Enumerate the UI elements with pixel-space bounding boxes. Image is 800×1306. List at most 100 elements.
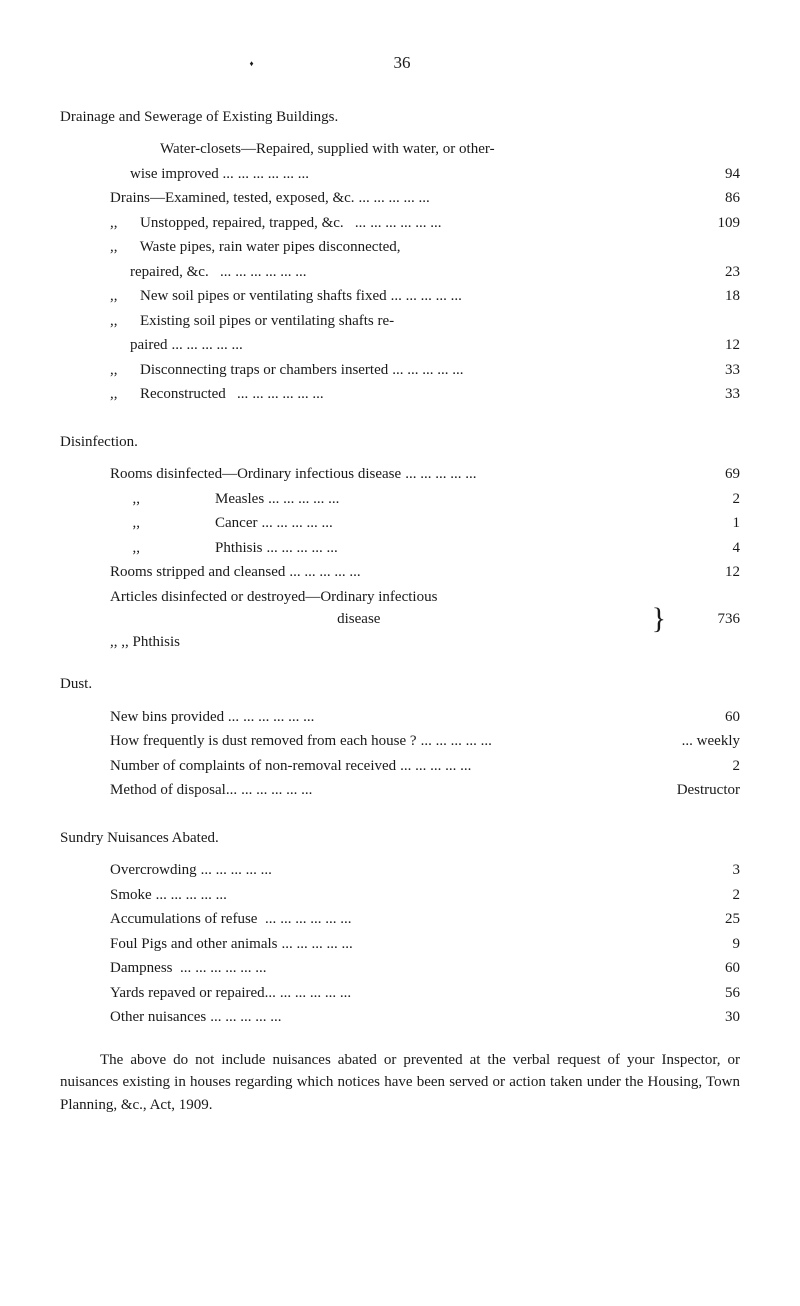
closing-paragraph: The above do not include nuisances abate… bbox=[60, 1049, 740, 1117]
data-row: ,, Existing soil pipes or ventilating sh… bbox=[60, 310, 740, 333]
row-dots: ... ... ... ... ... bbox=[206, 1006, 670, 1029]
row-dots: ... ... ... ... ... bbox=[234, 163, 670, 186]
row-label: ,, Reconstructed ... bbox=[110, 383, 248, 406]
row-label: Rooms stripped and cleansed bbox=[110, 561, 285, 584]
data-row: Rooms disinfected—Ordinary infectious di… bbox=[60, 463, 740, 486]
row-label: repaired, &c. ... bbox=[130, 261, 231, 284]
row-value: 109 bbox=[670, 212, 740, 235]
data-row: ,, Waste pipes, rain water pipes disconn… bbox=[60, 236, 740, 259]
disinfection-heading: Disinfection. bbox=[60, 431, 740, 454]
drainage-intro: Water-closets—Repaired, supplied with wa… bbox=[60, 138, 740, 161]
row-value: 60 bbox=[670, 706, 740, 729]
drainage-heading: Drainage and Sewerage of Existing Buildi… bbox=[60, 106, 740, 129]
row-dots: ... ... ... ... ... bbox=[276, 982, 670, 1005]
row-label: Dampness ... bbox=[110, 957, 191, 980]
data-row: Drains—Examined, tested, exposed, &c....… bbox=[60, 187, 740, 210]
row-label: ,, Unstopped, repaired, trapped, &c. ... bbox=[110, 212, 366, 235]
drainage-rows: wise improved ...... ... ... ... ...94Dr… bbox=[60, 163, 740, 406]
row-value: 60 bbox=[670, 957, 740, 980]
row-value: 1 bbox=[670, 512, 740, 535]
row-dots: ... ... ... ... ... bbox=[387, 285, 670, 308]
row-label: ,, Existing soil pipes or ventilating sh… bbox=[110, 310, 394, 333]
row-value: 86 bbox=[670, 187, 740, 210]
row-value: 33 bbox=[670, 383, 740, 406]
data-row: Other nuisances... ... ... ... ...30 bbox=[60, 1006, 740, 1029]
data-row: Rooms stripped and cleansed... ... ... .… bbox=[60, 561, 740, 584]
row-dots: ... ... ... ... ... bbox=[278, 933, 671, 956]
data-row: Yards repaved or repaired...... ... ... … bbox=[60, 982, 740, 1005]
row-dots: ... ... ... ... ... bbox=[417, 730, 670, 753]
disinfection-brace: Articles disinfected or destroyed—Ordina… bbox=[60, 586, 740, 654]
row-value: 2 bbox=[670, 488, 740, 511]
brace-line1: Articles disinfected or destroyed—Ordina… bbox=[110, 586, 648, 609]
data-row: ,, Measles... ... ... ... ...2 bbox=[60, 488, 740, 511]
row-value: 4 bbox=[670, 537, 740, 560]
row-dots: ... ... ... ... ... bbox=[239, 706, 670, 729]
row-label: wise improved ... bbox=[130, 163, 234, 186]
disinfection-rows: Rooms disinfected—Ordinary infectious di… bbox=[60, 463, 740, 584]
row-dots: ... ... ... ... ... bbox=[388, 359, 670, 382]
row-value: 2 bbox=[670, 755, 740, 778]
row-value: 56 bbox=[670, 982, 740, 1005]
row-label: Other nuisances bbox=[110, 1006, 206, 1029]
row-label: Rooms disinfected—Ordinary infectious di… bbox=[110, 463, 401, 486]
row-value: 30 bbox=[670, 1006, 740, 1029]
data-row: Overcrowding... ... ... ... ...3 bbox=[60, 859, 740, 882]
data-row: Dampness ...... ... ... ... ...60 bbox=[60, 957, 740, 980]
row-value: 12 bbox=[670, 561, 740, 584]
row-label: Yards repaved or repaired... bbox=[110, 982, 276, 1005]
row-value: 2 bbox=[670, 884, 740, 907]
row-label: ,, Phthisis bbox=[110, 537, 263, 560]
row-dots: ... ... ... ... ... bbox=[276, 908, 670, 931]
row-label: paired bbox=[130, 334, 167, 357]
row-dots: ... ... ... ... ... bbox=[167, 334, 670, 357]
row-value: 12 bbox=[670, 334, 740, 357]
row-dots: ... ... ... ... ... bbox=[248, 383, 670, 406]
data-row: repaired, &c. ...... ... ... ... ...23 bbox=[60, 261, 740, 284]
data-row: How frequently is dust removed from each… bbox=[60, 730, 740, 753]
row-label: Foul Pigs and other animals bbox=[110, 933, 278, 956]
row-value: 69 bbox=[670, 463, 740, 486]
row-dots: ... ... ... ... ... bbox=[231, 261, 670, 284]
row-value: 25 bbox=[670, 908, 740, 931]
dust-heading: Dust. bbox=[60, 673, 740, 696]
row-dots: ... ... ... ... ... bbox=[366, 212, 670, 235]
row-label: Drains—Examined, tested, exposed, &c. bbox=[110, 187, 355, 210]
data-row: Foul Pigs and other animals... ... ... .… bbox=[60, 933, 740, 956]
data-row: ,, Disconnecting traps or chambers inser… bbox=[60, 359, 740, 382]
brace-icon: } bbox=[648, 604, 670, 634]
row-label: ,, Waste pipes, rain water pipes disconn… bbox=[110, 236, 401, 259]
row-value: 9 bbox=[670, 933, 740, 956]
data-row: Smoke... ... ... ... ...2 bbox=[60, 884, 740, 907]
nuisances-heading: Sundry Nuisances Abated. bbox=[60, 827, 740, 850]
data-row: Method of disposal...... ... ... ... ...… bbox=[60, 779, 740, 802]
row-label: ,, Cancer bbox=[110, 512, 257, 535]
row-dots: ... ... ... ... ... bbox=[396, 755, 670, 778]
row-dots: ... ... ... ... ... bbox=[355, 187, 670, 210]
row-dots: ... ... ... ... ... bbox=[264, 488, 670, 511]
data-row: ,, New soil pipes or ventilating shafts … bbox=[60, 285, 740, 308]
dust-rows: New bins provided ...... ... ... ... ...… bbox=[60, 706, 740, 802]
row-dots: ... ... ... ... ... bbox=[237, 779, 667, 802]
row-dots: ... ... ... ... ... bbox=[401, 463, 670, 486]
data-row: Number of complaints of non-removal rece… bbox=[60, 755, 740, 778]
data-row: New bins provided ...... ... ... ... ...… bbox=[60, 706, 740, 729]
data-row: ,, Unstopped, repaired, trapped, &c. ...… bbox=[60, 212, 740, 235]
row-label: How frequently is dust removed from each… bbox=[110, 730, 417, 753]
row-label: Accumulations of refuse ... bbox=[110, 908, 276, 931]
row-value: ... weekly bbox=[670, 730, 740, 753]
row-label: Method of disposal... bbox=[110, 779, 237, 802]
row-value: 3 bbox=[670, 859, 740, 882]
row-dots: ... ... ... ... ... bbox=[152, 884, 670, 907]
data-row: ,, Reconstructed ...... ... ... ... ...3… bbox=[60, 383, 740, 406]
row-label: New bins provided ... bbox=[110, 706, 239, 729]
row-label: ,, New soil pipes or ventilating shafts … bbox=[110, 285, 387, 308]
row-value: 23 bbox=[670, 261, 740, 284]
row-label: ,, Disconnecting traps or chambers inser… bbox=[110, 359, 388, 382]
data-row: ,, Cancer... ... ... ... ...1 bbox=[60, 512, 740, 535]
row-value: 33 bbox=[670, 359, 740, 382]
nuisances-rows: Overcrowding... ... ... ... ...3Smoke...… bbox=[60, 859, 740, 1029]
data-row: wise improved ...... ... ... ... ...94 bbox=[60, 163, 740, 186]
row-label: ,, Measles bbox=[110, 488, 264, 511]
row-dots: ... ... ... ... ... bbox=[257, 512, 670, 535]
